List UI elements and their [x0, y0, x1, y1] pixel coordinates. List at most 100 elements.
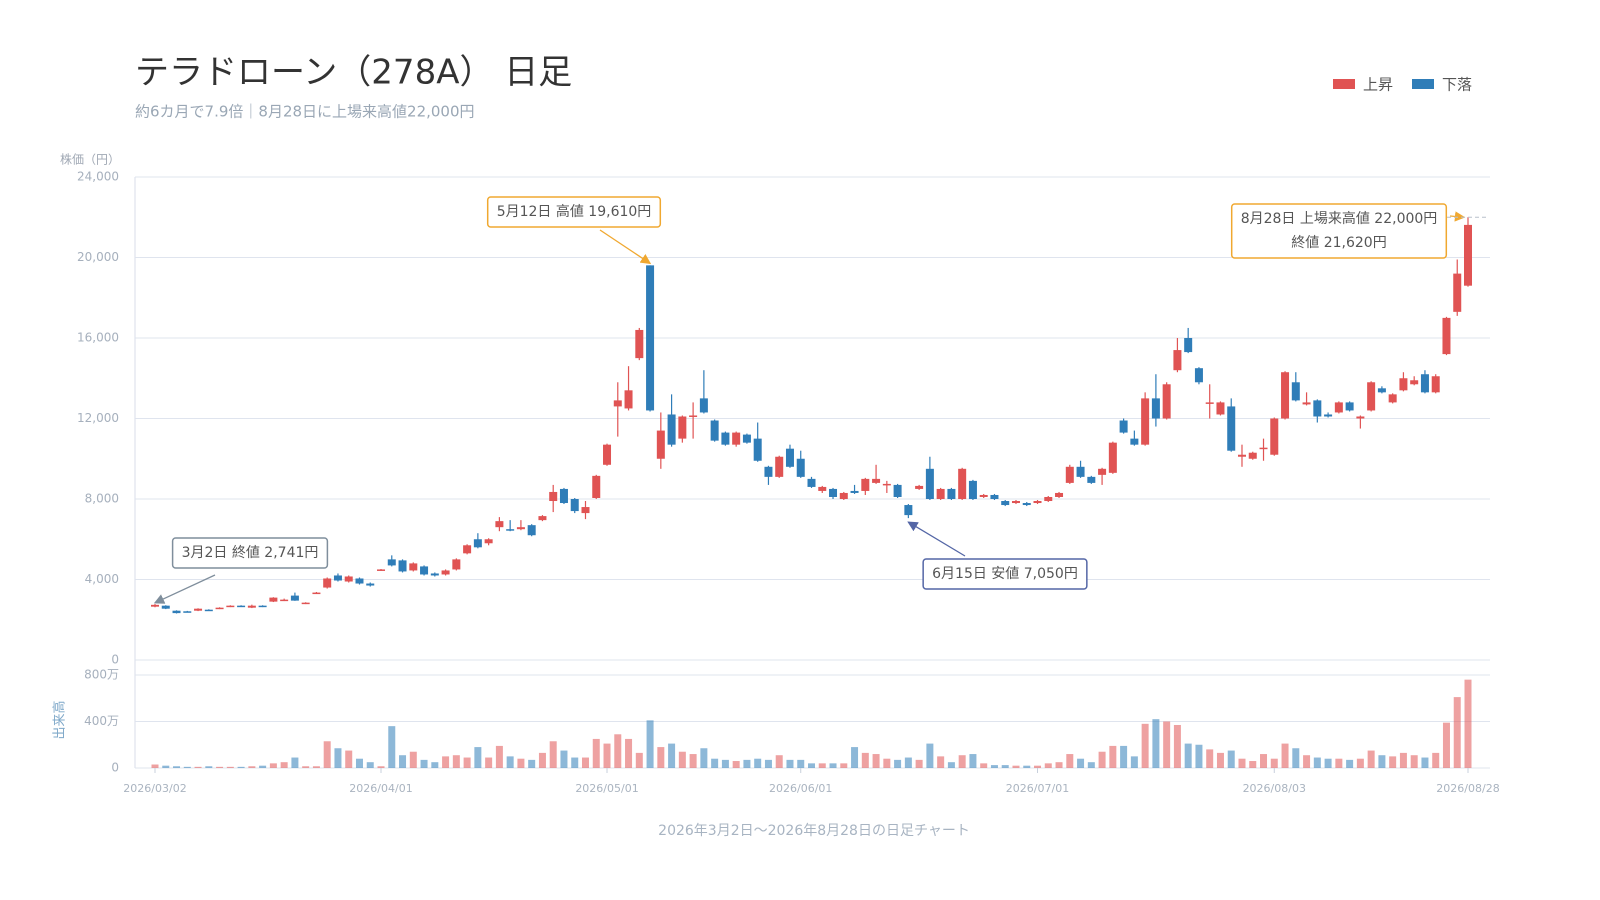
x-tick-label: 2026/05/01 [575, 782, 638, 795]
candle-body [377, 569, 386, 571]
volume-bar [711, 758, 719, 768]
volume-bar [334, 748, 342, 768]
candle-body [1270, 418, 1279, 455]
volume-bar [442, 756, 450, 768]
volume-bar [1001, 765, 1009, 768]
volume-bar [969, 754, 977, 768]
candle-body [1259, 447, 1268, 450]
annotation-text: 5月12日 高値 19,610円 [497, 203, 652, 220]
candle-body [1194, 368, 1203, 383]
candle-body [452, 559, 461, 570]
volume-bar [420, 759, 428, 768]
volume-bar [1389, 756, 1397, 768]
legend-label: 上昇 [1363, 76, 1393, 94]
candle-body [1281, 372, 1290, 419]
candle-body [732, 432, 741, 445]
y-tick-label: 0 [111, 653, 119, 667]
volume-bar [474, 747, 482, 768]
candle-body [1141, 398, 1150, 445]
legend-swatch [1333, 79, 1355, 89]
candle-body [301, 602, 310, 605]
candle-body [1205, 402, 1214, 404]
volume-bar [377, 766, 385, 768]
candle-body [742, 434, 751, 443]
candle-body [624, 390, 633, 409]
candle-body [1248, 452, 1257, 459]
candle-body [1184, 338, 1193, 353]
volume-bar [560, 750, 568, 768]
volume-bar [1152, 719, 1160, 768]
volume-bar [851, 747, 859, 768]
volume-bar [549, 741, 557, 768]
candle-body [1065, 466, 1074, 483]
annotation-box [1230, 203, 1448, 259]
volume-bar [1270, 758, 1278, 768]
candle-body [936, 488, 945, 499]
candle-body [1345, 402, 1354, 411]
candle-body [721, 432, 730, 445]
candle-body [1173, 350, 1182, 371]
candle-body [1324, 414, 1333, 417]
volume-bar [205, 766, 213, 768]
volume-bar [1292, 748, 1300, 768]
volume-bar [926, 743, 934, 768]
candle-body [1464, 224, 1472, 286]
candle-body [818, 486, 827, 491]
volume-bar [657, 747, 665, 768]
volume-bar [528, 759, 536, 768]
candle-body [161, 605, 170, 609]
volume-bar [635, 752, 643, 768]
volume-bar [302, 766, 310, 768]
candle-body [1453, 273, 1462, 312]
candle-body [420, 566, 429, 575]
candle-body [1442, 317, 1451, 355]
volume-bar [1034, 765, 1042, 768]
y-tick-label: 20,000 [77, 250, 119, 264]
candle-body [559, 488, 568, 504]
candle-body [247, 605, 256, 608]
volume-bar [173, 766, 181, 768]
volume-bar [1195, 744, 1203, 768]
candle-body [441, 570, 450, 575]
candle-body [484, 539, 493, 544]
volume-bar [216, 766, 224, 768]
volume-bar [1367, 750, 1375, 768]
volume-bar [1238, 758, 1246, 768]
volume-bar [689, 754, 697, 768]
volume-bar [259, 765, 267, 768]
volume-bar [345, 750, 353, 768]
volume-bar [646, 720, 654, 768]
candle-body [226, 605, 235, 608]
candle-body [785, 448, 794, 467]
volume-bar [388, 726, 396, 768]
candle-body [355, 578, 364, 584]
candle-body [882, 483, 891, 486]
annotation-text: 8月28日 上場来高値 22,000円 [1241, 210, 1438, 227]
volume-bar [1260, 754, 1268, 768]
candle-body [1420, 374, 1429, 393]
candle-body [1055, 492, 1064, 497]
candle-body [764, 466, 773, 477]
annotation-box [922, 558, 1088, 590]
candle-body [1011, 501, 1020, 504]
y-tick-label: 4,000 [85, 572, 119, 586]
candle-body [689, 415, 698, 417]
volume-bar [904, 757, 912, 768]
volume-bar [355, 758, 363, 768]
candle-body [1033, 501, 1042, 504]
volume-bar [312, 766, 320, 768]
volume-bar [151, 764, 159, 768]
candle-body [635, 329, 644, 359]
volume-bar [1335, 758, 1343, 768]
candle-body [925, 468, 934, 499]
candle-body [699, 398, 708, 413]
candle-body [893, 484, 902, 497]
volume-bar [818, 763, 826, 768]
volume-bar [1163, 721, 1171, 768]
chart-title: テラドローン（278A） 日足 [135, 53, 572, 93]
volume-bar [1012, 765, 1020, 768]
candle-body [678, 416, 687, 439]
volume-bar [1313, 757, 1321, 768]
volume-bar [291, 757, 299, 768]
volume-bar [194, 766, 202, 768]
